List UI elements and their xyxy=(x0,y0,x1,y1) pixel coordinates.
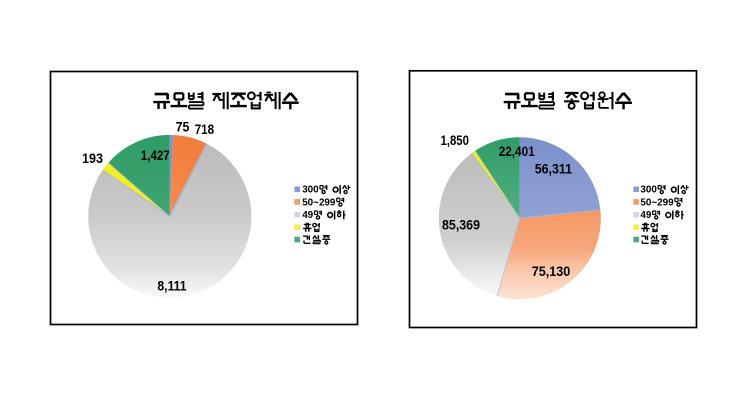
svg-text:193: 193 xyxy=(82,151,103,166)
svg-text:1,850: 1,850 xyxy=(441,133,469,148)
svg-text:75: 75 xyxy=(176,119,190,134)
svg-text:56,311: 56,311 xyxy=(535,162,573,177)
svg-text:49: 49 xyxy=(640,210,651,221)
svg-text:75,130: 75,130 xyxy=(532,264,571,279)
svg-text:8,111: 8,111 xyxy=(157,278,187,293)
svg-text:85,369: 85,369 xyxy=(442,217,480,232)
svg-text:50~299: 50~299 xyxy=(640,197,674,208)
svg-text:22,401: 22,401 xyxy=(499,144,535,159)
svg-text:1,427: 1,427 xyxy=(141,148,170,163)
svg-text:50~299: 50~299 xyxy=(302,197,336,208)
svg-text:49: 49 xyxy=(302,210,313,221)
svg-text:300: 300 xyxy=(640,185,657,196)
svg-text:718: 718 xyxy=(195,122,215,137)
svg-text:300: 300 xyxy=(302,185,319,196)
